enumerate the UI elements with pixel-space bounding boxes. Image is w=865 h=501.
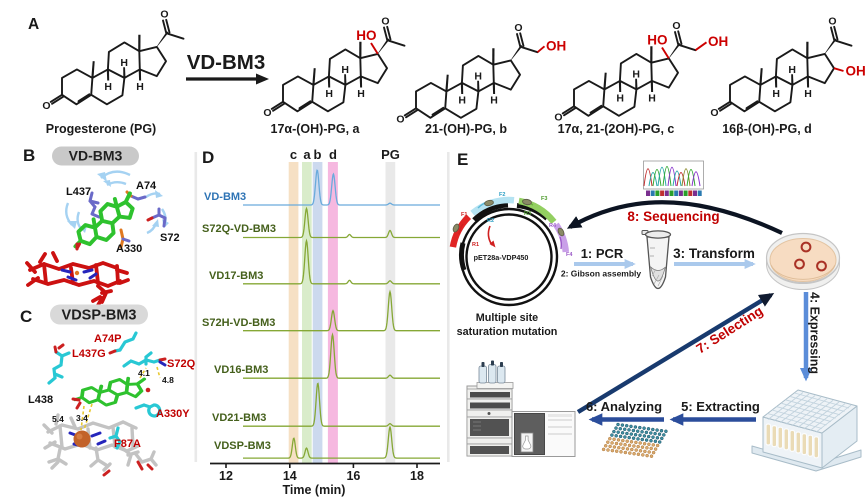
svg-text:HO: HO [356, 28, 376, 43]
svg-text:S72: S72 [160, 232, 180, 244]
svg-text:d: d [329, 147, 337, 162]
svg-text:3.4: 3.4 [76, 413, 88, 423]
svg-text:C: C [20, 307, 32, 326]
svg-text:6: Analyzing: 6: Analyzing [586, 399, 662, 414]
svg-text:D: D [202, 148, 214, 167]
svg-text:E: E [457, 150, 468, 169]
svg-text:Multiple site: Multiple site [476, 312, 538, 324]
svg-text:R3: R3 [524, 211, 531, 217]
svg-text:A74P: A74P [94, 333, 122, 345]
svg-text:17α, 21-(2OH)-PG, c: 17α, 21-(2OH)-PG, c [558, 122, 675, 136]
svg-text:1: PCR: 1: PCR [581, 246, 624, 261]
svg-text:2: Gibson assembly: 2: Gibson assembly [561, 269, 642, 279]
svg-text:8: Sequencing: 8: Sequencing [627, 209, 719, 224]
svg-text:S72Q-VD-BM3: S72Q-VD-BM3 [202, 223, 276, 235]
svg-text:3: Transform: 3: Transform [673, 246, 755, 261]
svg-text:HO: HO [647, 33, 667, 48]
svg-text:14: 14 [283, 469, 297, 483]
svg-text:4.8: 4.8 [162, 375, 174, 385]
svg-text:VD-BM3: VD-BM3 [187, 51, 266, 74]
svg-text:A330Y: A330Y [156, 408, 190, 420]
svg-text:L438: L438 [28, 394, 53, 406]
svg-text:4.1: 4.1 [138, 368, 150, 378]
svg-text:A330: A330 [116, 243, 142, 255]
svg-text:OH: OH [546, 39, 566, 54]
svg-text:a: a [303, 147, 311, 162]
svg-text:B: B [23, 146, 35, 165]
svg-text:F1: F1 [461, 212, 467, 218]
svg-text:18: 18 [410, 469, 424, 483]
svg-text:Time (min): Time (min) [283, 483, 346, 497]
svg-text:12: 12 [219, 469, 233, 483]
svg-text:b: b [314, 147, 322, 162]
svg-text:Progesterone (PG): Progesterone (PG) [46, 122, 156, 136]
svg-text:F3: F3 [541, 196, 547, 202]
svg-text:saturation mutation: saturation mutation [457, 326, 558, 338]
svg-text:pET28a-VDP450: pET28a-VDP450 [474, 253, 529, 262]
svg-text:R2: R2 [487, 218, 494, 224]
svg-text:VDSP-BM3: VDSP-BM3 [214, 440, 271, 452]
svg-text:A74: A74 [136, 180, 157, 192]
svg-text:4: Expressing: 4: Expressing [808, 292, 822, 374]
svg-text:VD-BM3: VD-BM3 [204, 191, 246, 203]
svg-text:R4: R4 [549, 223, 557, 229]
svg-text:21-(OH)-PG, b: 21-(OH)-PG, b [425, 122, 507, 136]
svg-text:F4: F4 [566, 252, 573, 258]
svg-text:L437G: L437G [72, 348, 106, 360]
svg-text:R1: R1 [472, 242, 479, 248]
svg-text:VD16-BM3: VD16-BM3 [214, 364, 268, 376]
svg-text:17α-(OH)-PG, a: 17α-(OH)-PG, a [271, 122, 361, 136]
svg-text:F2: F2 [499, 192, 505, 198]
svg-text:OH: OH [846, 64, 865, 79]
svg-text:PG: PG [381, 147, 400, 162]
svg-text:5.4: 5.4 [52, 414, 64, 424]
svg-text:S72H-VD-BM3: S72H-VD-BM3 [202, 317, 275, 329]
svg-text:VDSP-BM3: VDSP-BM3 [62, 308, 137, 324]
svg-text:16: 16 [346, 469, 360, 483]
svg-text:L437: L437 [66, 186, 91, 198]
svg-text:F87A: F87A [114, 438, 141, 450]
svg-text:VD21-BM3: VD21-BM3 [212, 412, 266, 424]
svg-text:c: c [290, 147, 297, 162]
svg-text:A: A [28, 16, 39, 33]
svg-text:5: Extracting: 5: Extracting [681, 399, 760, 414]
svg-text:OH: OH [708, 34, 728, 49]
svg-text:VD-BM3: VD-BM3 [69, 148, 123, 164]
svg-text:16β-(OH)-PG, d: 16β-(OH)-PG, d [722, 122, 812, 136]
svg-text:VD17-BM3: VD17-BM3 [209, 270, 263, 282]
svg-text:S72Q: S72Q [167, 358, 196, 370]
